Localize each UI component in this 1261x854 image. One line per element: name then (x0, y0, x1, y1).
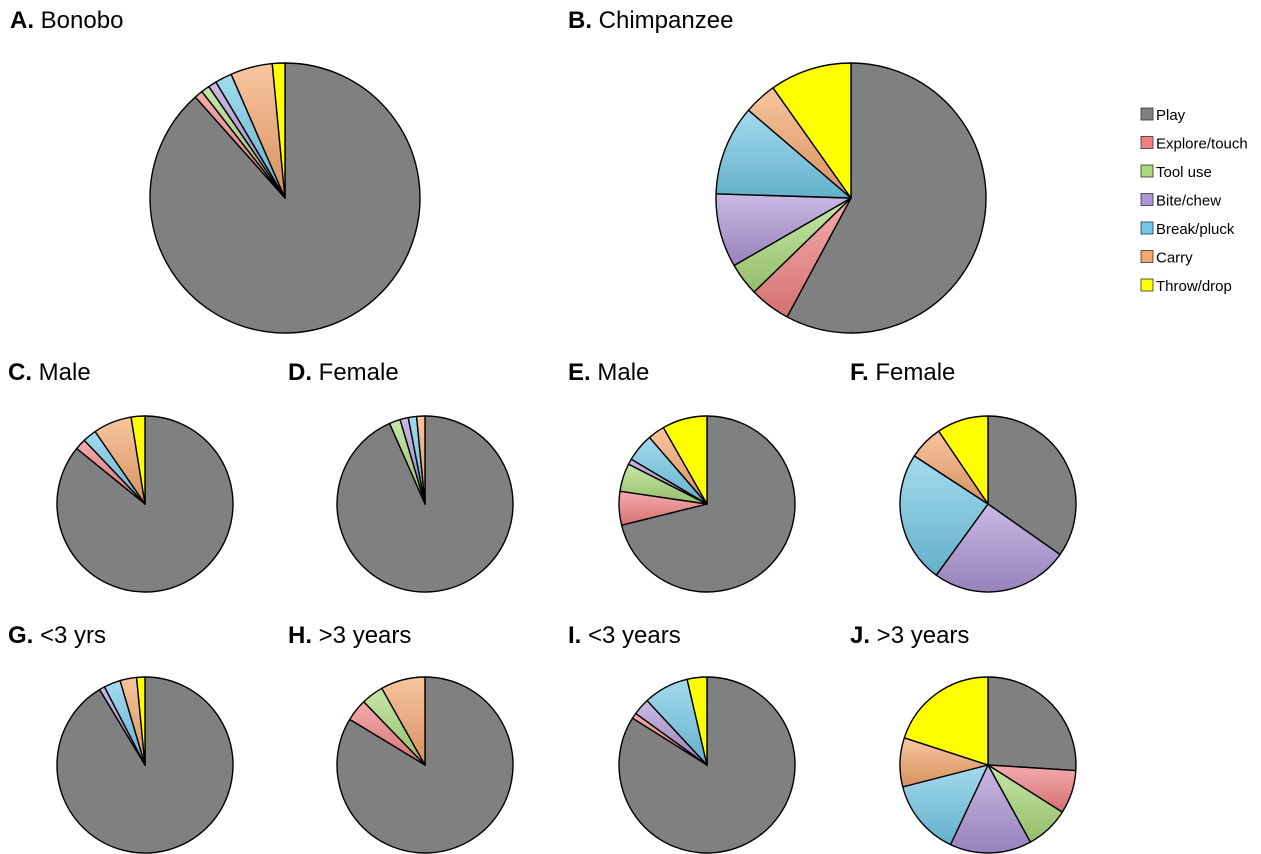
legend-label-play: Play (1156, 107, 1186, 124)
panel-title-b: B. Chimpanzee (568, 7, 733, 34)
slice-b-play (786, 62, 987, 334)
pie-chart-i: I. <3 years (568, 622, 796, 854)
panel-letter-g: G. (8, 622, 33, 649)
legend-swatch-break-pluck (1140, 221, 1154, 235)
legend-swatch-throw-drop (1140, 278, 1154, 292)
panel-title-g: G. <3 yrs (8, 622, 106, 649)
panel-letter-d: D. (288, 359, 312, 386)
panel-letter-b: B. (568, 7, 592, 34)
slice-e-play (620, 415, 796, 593)
slice-f-break-pluck (899, 455, 989, 576)
pie-chart-b: B. Chimpanzee (568, 7, 987, 334)
legend-label-throw-drop: Throw/drop (1156, 278, 1232, 295)
legend-swatch-carry (1140, 250, 1154, 263)
slice-f-throw-drop (937, 415, 989, 505)
slice-j-break-pluck (902, 764, 989, 846)
legend-label-bite-chew: Bite/chew (1156, 193, 1221, 210)
panel-letter-c: C. (8, 359, 32, 386)
legend-swatch-bite-chew (1140, 193, 1154, 206)
legend-item-throw-drop: Throw/drop (1140, 278, 1232, 295)
slice-f-play (987, 415, 1077, 556)
panel-letter-f: F. (850, 359, 869, 386)
pie-chart-c: C. Male (8, 359, 234, 593)
slice-b-throw-drop (772, 62, 852, 199)
panel-letter-i: I. (568, 622, 581, 649)
pie-chart-e: E. Male (568, 359, 796, 593)
legend-label-explore-touch: Explore/touch (1156, 136, 1248, 153)
panel-title-f: F. Female (850, 359, 955, 386)
slice-d-carry (415, 415, 426, 505)
slice-g-throw-drop (135, 676, 146, 766)
panel-title-a: A. Bonobo (10, 7, 123, 34)
legend-swatch-tool-use (1140, 164, 1154, 178)
legend-item-carry: Carry (1140, 250, 1193, 267)
pie-chart-j: J. >3 years (850, 622, 1077, 854)
legend-item-bite-chew: Bite/chew (1140, 193, 1221, 210)
legend-label-carry: Carry (1156, 250, 1193, 267)
panel-name-a: Bonobo (34, 7, 123, 34)
panel-name-g: <3 yrs (33, 622, 106, 649)
panel-name-b: Chimpanzee (592, 7, 733, 34)
panel-name-d: Female (312, 359, 399, 386)
slice-f-bite-chew (935, 503, 1061, 593)
panel-name-c: Male (32, 359, 91, 386)
slice-e-throw-drop (662, 415, 708, 505)
slice-j-throw-drop (903, 676, 989, 766)
panel-name-f: Female (869, 359, 956, 386)
legend-item-play: Play (1140, 107, 1186, 124)
panel-title-i: I. <3 years (568, 622, 681, 649)
panel-letter-h: H. (288, 622, 312, 649)
legend-label-tool-use: Tool use (1156, 164, 1212, 181)
panel-name-j: >3 years (870, 622, 969, 649)
panel-name-i: <3 years (581, 622, 680, 649)
slice-a-throw-drop (271, 62, 286, 199)
panel-letter-e: E. (568, 359, 591, 386)
slice-b-break-pluck (715, 109, 852, 199)
panel-name-h: >3 years (312, 622, 411, 649)
panel-name-e: Male (591, 359, 650, 386)
panel-title-c: C. Male (8, 359, 91, 386)
legend: Play Explore/touch Tool use Bite/chew Break/… (1140, 107, 1248, 295)
pie-chart-a: A. Bonobo (10, 7, 421, 334)
panel-title-d: D. Female (288, 359, 399, 386)
legend-label-break-pluck: Break/pluck (1156, 221, 1235, 238)
panel-title-h: H. >3 years (288, 622, 411, 649)
slice-j-play (987, 676, 1077, 772)
slice-c-throw-drop (130, 415, 146, 505)
legend-swatch-explore-touch (1140, 136, 1154, 149)
panel-letter-j: J. (850, 622, 870, 649)
slice-j-bite-chew (949, 764, 1032, 854)
pie-chart-d: D. Female (288, 359, 514, 593)
pie-chart-g: G. <3 yrs (8, 622, 234, 854)
slice-h-carry (381, 676, 426, 766)
pie-chart-f: F. Female (850, 359, 1077, 593)
slice-i-throw-drop (686, 676, 708, 766)
legend-item-explore-touch: Explore/touch (1140, 136, 1248, 153)
panel-title-j: J. >3 years (850, 622, 969, 649)
panel-letter-a: A. (10, 7, 34, 34)
legend-item-tool-use: Tool use (1140, 164, 1212, 181)
legend-item-break-pluck: Break/pluck (1140, 221, 1235, 238)
panel-title-e: E. Male (568, 359, 649, 386)
pie-chart-h: H. >3 years (288, 622, 514, 854)
legend-swatch-play (1140, 107, 1154, 121)
